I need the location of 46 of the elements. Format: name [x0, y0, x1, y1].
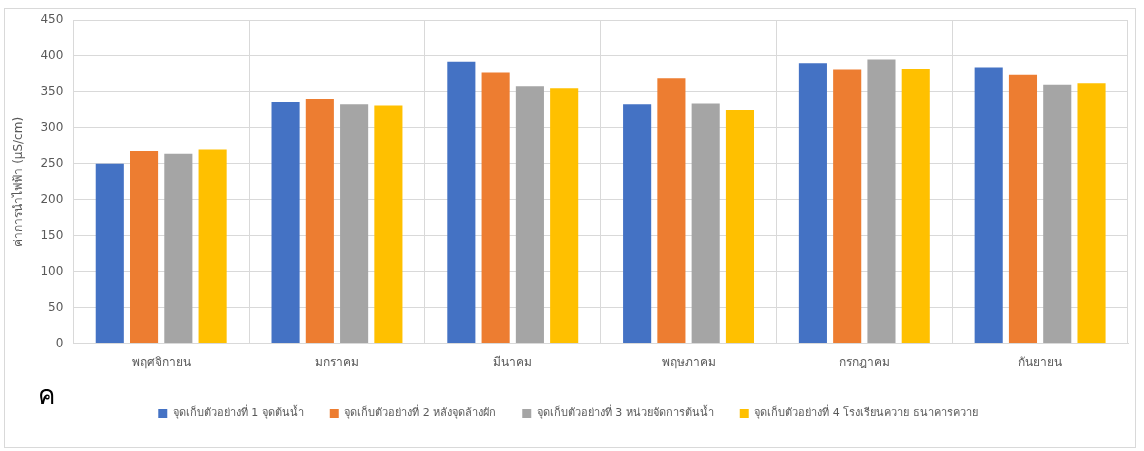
- bar: [340, 104, 369, 344]
- bar: [867, 59, 896, 344]
- y-tick-label: 300: [40, 119, 64, 134]
- y-tick-label: 250: [40, 155, 64, 170]
- bar: [623, 104, 652, 344]
- y-tick-label: 150: [40, 227, 64, 242]
- x-tick-label: พฤษภาคม: [661, 354, 716, 369]
- bar: [164, 153, 193, 344]
- bar: [198, 149, 227, 344]
- bar: [447, 61, 476, 344]
- bar: [833, 69, 862, 344]
- y-tick-label: 0: [55, 335, 64, 350]
- x-tick-label: มีนาคม: [493, 354, 533, 369]
- bar: [1008, 74, 1038, 344]
- bar: [130, 150, 159, 344]
- y-tick-label: 100: [40, 263, 64, 278]
- bar: [481, 72, 510, 344]
- y-tick-label: 50: [48, 299, 64, 314]
- bar: [901, 68, 930, 344]
- x-tick-label: กรกฎาคม: [838, 354, 890, 369]
- legend-label: จุดเก็บตัวอย่างที่ 4 โรงเรียนควาย ธนาคารควาย: [754, 404, 978, 420]
- bar: [550, 88, 579, 344]
- bar: [657, 78, 686, 344]
- bar: [1043, 84, 1072, 344]
- bar: [305, 99, 334, 344]
- bar: [271, 101, 300, 344]
- y-tick-label: 200: [40, 191, 64, 206]
- bar: [1077, 83, 1106, 344]
- bar: [374, 105, 403, 344]
- bar: [515, 86, 544, 344]
- legend-label: จุดเก็บตัวอย่างที่ 2 หลังจุดล้างผัก: [344, 404, 497, 420]
- legend-label: จุดเก็บตัวอย่างที่ 1 จุดต้นน้ำ: [172, 404, 304, 420]
- bar: [974, 67, 1003, 344]
- legend-label: จุดเก็บตัวอย่างที่ 3 หน่วยจัดการต้นน้ำ: [536, 404, 714, 420]
- y-tick-label: 450: [40, 12, 64, 27]
- y-tick-label: 400: [40, 48, 64, 63]
- y-axis-title: ค่าการนำไฟฟ้า (µS/cm): [11, 116, 26, 247]
- bar: [798, 63, 827, 344]
- bar: [725, 109, 755, 344]
- bar: [95, 163, 124, 344]
- x-tick-label: พฤศจิกายน: [131, 354, 191, 369]
- y-tick-label: 350: [40, 84, 64, 99]
- x-tick-label: มกราคม: [314, 354, 359, 369]
- text: ค: [38, 379, 55, 412]
- bar: [691, 103, 720, 344]
- x-tick-label: กันยายน: [1018, 354, 1063, 369]
